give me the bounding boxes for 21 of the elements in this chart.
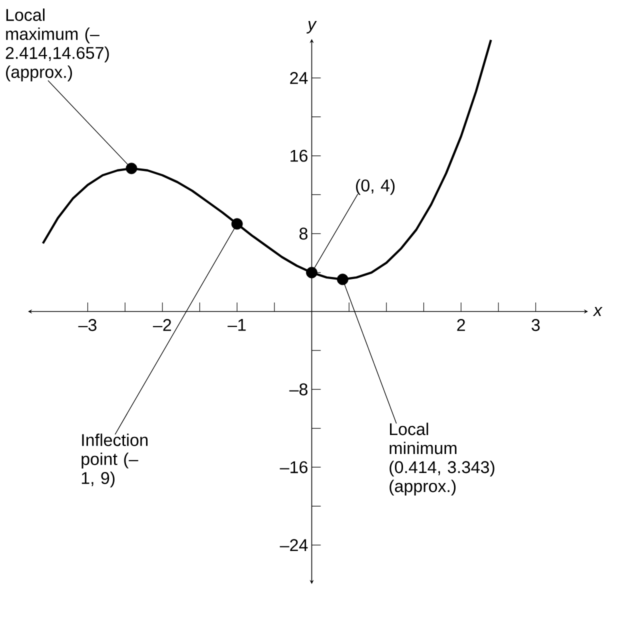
annotation: Local minimum (0.414, 3.343) (approx.) <box>390 422 494 496</box>
y-tick-label: –24 <box>280 539 308 552</box>
y-tick-label: 8 <box>299 228 308 240</box>
x-tick-label: 2 <box>457 319 465 331</box>
y-tick-label: –8 <box>289 383 308 396</box>
annotation: (0, 4) <box>356 179 395 195</box>
x-tick-label: –2 <box>152 319 171 331</box>
y-axis-title: y <box>306 20 317 34</box>
x-tick-label: –3 <box>78 319 96 332</box>
y-tick-label: 24 <box>290 72 308 84</box>
x-axis-title: x <box>592 307 603 316</box>
point <box>231 218 243 230</box>
x-tick-label: 3 <box>532 319 540 332</box>
x-tick-label: –1 <box>228 319 246 331</box>
point <box>336 274 348 286</box>
annotation: Inflection point (–1, 9) <box>82 434 148 488</box>
point <box>126 162 138 174</box>
annotation: Local maximum (–2.414,14.657) (approx.) <box>6 8 109 82</box>
point <box>306 266 318 278</box>
y-tick-label: 16 <box>290 150 308 162</box>
y-tick-label: –16 <box>280 461 308 474</box>
